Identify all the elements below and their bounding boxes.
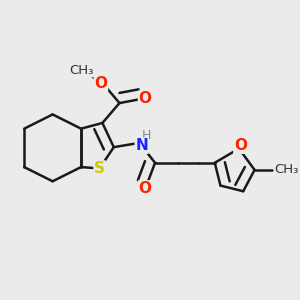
Text: O: O — [94, 76, 107, 91]
Text: O: O — [139, 91, 152, 106]
Text: H: H — [142, 129, 151, 142]
Text: CH₃: CH₃ — [69, 64, 93, 77]
Text: S: S — [94, 161, 105, 176]
Text: O: O — [139, 181, 152, 196]
Text: CH₃: CH₃ — [274, 164, 299, 176]
Text: O: O — [234, 138, 247, 153]
Text: N: N — [135, 138, 148, 153]
